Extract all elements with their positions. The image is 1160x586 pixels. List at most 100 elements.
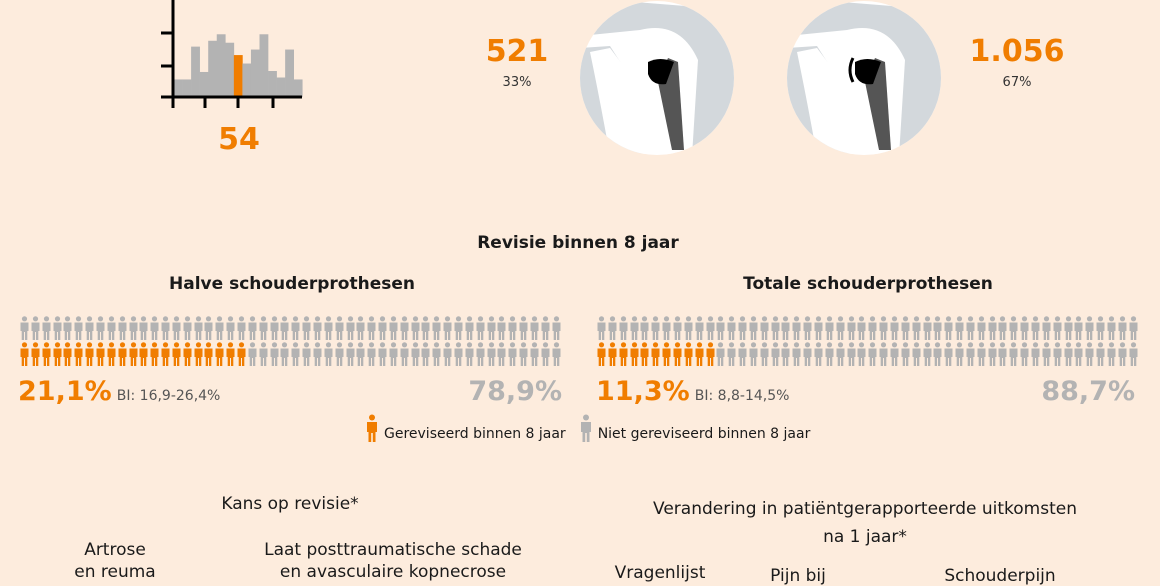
person-not-revised-icon — [988, 342, 997, 366]
person-not-revised-icon — [508, 342, 517, 366]
person-not-revised-icon — [291, 316, 300, 340]
person-not-revised-icon — [356, 316, 365, 340]
total-revised-percent: 11,3% — [596, 376, 690, 407]
person-not-revised-icon — [977, 316, 986, 340]
person-not-revised-icon — [727, 342, 736, 366]
person-not-revised-icon — [803, 342, 812, 366]
person-not-revised-icon — [215, 316, 224, 340]
person-not-revised-icon — [857, 342, 866, 366]
person-not-revised-icon — [847, 316, 856, 340]
person-not-revised-icon — [487, 342, 496, 366]
person-not-revised-icon — [1042, 342, 1051, 366]
person-revised-icon — [118, 342, 127, 366]
person-not-revised-icon — [792, 342, 801, 366]
person-revised-icon — [107, 342, 116, 366]
person-not-revised-icon — [161, 316, 170, 340]
person-not-revised-icon — [771, 342, 780, 366]
person-not-revised-icon — [63, 316, 72, 340]
person-not-revised-icon — [324, 342, 333, 366]
person-not-revised-icon — [836, 316, 845, 340]
person-not-revised-icon — [519, 342, 528, 366]
person-revised-icon — [684, 342, 693, 366]
person-not-revised-icon — [1009, 316, 1018, 340]
proms-col-schouderpijn: Schouderpijn — [944, 566, 1056, 586]
person-not-revised-icon — [998, 342, 1007, 366]
person-not-revised-icon — [335, 342, 344, 366]
person-not-revised-icon — [389, 316, 398, 340]
person-not-revised-icon — [998, 316, 1007, 340]
person-not-revised-icon — [411, 316, 420, 340]
person-revised-icon — [215, 342, 224, 366]
person-not-revised-icon — [933, 342, 942, 366]
person-revised-icon — [194, 342, 203, 366]
person-not-revised-icon — [912, 342, 921, 366]
person-revised-icon — [139, 342, 148, 366]
person-not-revised-icon — [966, 342, 975, 366]
person-not-revised-icon — [857, 316, 866, 340]
histogram-bar — [293, 79, 303, 97]
person-not-revised-icon — [248, 316, 257, 340]
histogram-bar — [225, 42, 235, 97]
person-not-revised-icon — [400, 316, 409, 340]
kans-posttraumatic-line2: en avasculaire kopnecrose — [279, 562, 507, 582]
person-not-revised-icon — [42, 316, 51, 340]
age-histogram — [161, 0, 303, 108]
half-shoulder-prosthesis-icon — [580, 1, 734, 155]
person-not-revised-icon — [443, 342, 452, 366]
kans-artrose: Artrose en reuma — [74, 539, 155, 583]
person-not-revised-icon — [53, 316, 62, 340]
total-pictogram — [597, 316, 1142, 368]
person-not-revised-icon — [389, 342, 398, 366]
person-revised-icon — [53, 342, 62, 366]
kans-artrose-line1: Artrose — [84, 540, 146, 560]
person-not-revised-icon — [107, 316, 116, 340]
proms-title-line1: Verandering in patiëntgerapporteerde uit… — [653, 499, 1077, 519]
person-not-revised-icon — [1053, 316, 1062, 340]
person-not-revised-icon — [738, 316, 747, 340]
person-not-revised-icon — [432, 316, 441, 340]
half-group-title: Halve schouderprothesen — [169, 274, 415, 294]
person-not-revised-icon — [597, 316, 606, 340]
person-not-revised-icon — [944, 342, 953, 366]
person-not-revised-icon — [814, 342, 823, 366]
person-not-revised-icon — [139, 316, 148, 340]
person-revised-icon — [42, 342, 51, 366]
person-not-revised-icon — [662, 316, 671, 340]
person-not-revised-icon — [497, 342, 506, 366]
histogram-bar — [182, 79, 192, 97]
person-revised-icon — [31, 342, 40, 366]
person-not-revised-icon — [716, 316, 725, 340]
person-not-revised-icon — [890, 316, 899, 340]
person-not-revised-icon — [1096, 316, 1105, 340]
person-revised-icon — [74, 342, 83, 366]
person-not-revised-icon — [476, 316, 485, 340]
person-not-revised-icon — [20, 316, 29, 340]
person-revised-icon — [630, 342, 639, 366]
histogram-bar — [174, 79, 183, 97]
person-not-revised-icon — [302, 316, 311, 340]
half-count: 521 — [485, 34, 549, 69]
person-not-revised-icon — [868, 316, 877, 340]
person-not-revised-icon — [291, 342, 300, 366]
person-not-revised-icon — [313, 342, 322, 366]
kans-posttraumatic-line1: Laat posttraumatische schade — [264, 540, 522, 560]
person-not-revised-icon — [552, 342, 561, 366]
person-revised-icon — [161, 342, 170, 366]
person-revised-icon — [673, 342, 682, 366]
person-not-revised-icon — [640, 316, 649, 340]
person-not-revised-icon — [608, 316, 617, 340]
person-not-revised-icon — [912, 316, 921, 340]
person-not-revised-icon — [74, 316, 83, 340]
person-not-revised-icon — [465, 316, 474, 340]
person-not-revised-icon — [367, 316, 376, 340]
person-not-revised-icon — [237, 316, 246, 340]
person-not-revised-icon — [270, 316, 279, 340]
histogram-bar — [191, 46, 200, 97]
person-not-revised-icon — [1020, 342, 1029, 366]
proms-col-pijn: Pijn bij — [770, 566, 826, 586]
person-not-revised-icon — [454, 342, 463, 366]
histogram-bar — [216, 34, 226, 97]
person-not-revised-icon — [378, 342, 387, 366]
person-revised-icon — [150, 342, 159, 366]
person-not-revised-icon — [814, 316, 823, 340]
